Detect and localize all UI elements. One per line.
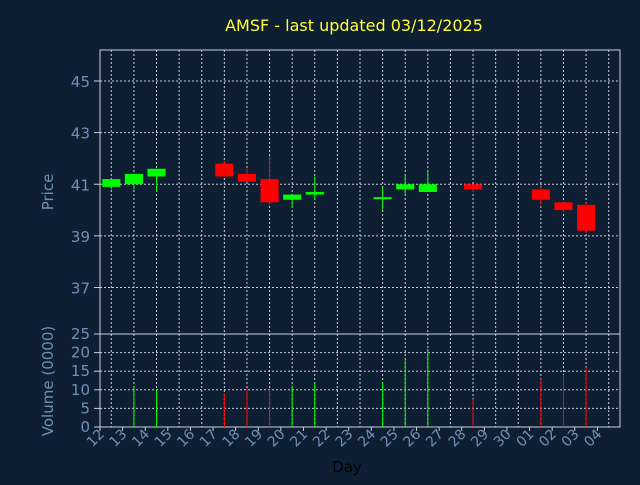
day-tick-label: 23 (333, 427, 357, 451)
candle-body (396, 184, 415, 190)
day-tick-label: 14 (129, 426, 153, 450)
day-tick-label: 24 (355, 426, 379, 450)
price-tick-label: 39 (71, 228, 90, 246)
day-tick-label: 16 (174, 426, 198, 450)
day-tick-label: 18 (220, 427, 244, 451)
day-tick-label: 20 (265, 427, 289, 451)
chart-title: AMSF - last updated 03/12/2025 (225, 16, 483, 35)
candle-body (237, 173, 256, 182)
price-tick-label: 45 (71, 73, 90, 91)
day-tick-label: 30 (491, 427, 515, 451)
price-axis-label: Price (39, 174, 57, 211)
candle-body (102, 179, 121, 187)
price-tick-label: 37 (71, 280, 90, 298)
day-tick-label: 22 (310, 427, 334, 451)
candle-body (464, 184, 483, 190)
volume-axis-label: Volume (0000) (39, 326, 57, 436)
price-tick-label: 41 (71, 176, 90, 194)
candle-body (373, 197, 392, 200)
price-tick-label: 43 (71, 125, 90, 143)
volume-tick-label: 15 (71, 362, 90, 380)
volume-tick-label: 5 (80, 399, 90, 417)
candle-body (577, 204, 596, 231)
candle-body (260, 179, 279, 203)
candle-body (554, 202, 573, 211)
candle-body (531, 189, 550, 200)
day-tick-label: 04 (581, 426, 605, 450)
day-tick-label: 15 (152, 427, 176, 451)
volume-panel-frame (99, 333, 621, 428)
day-tick-label: 21 (287, 427, 311, 451)
day-tick-label: 26 (400, 426, 424, 450)
day-tick-label: 01 (513, 427, 537, 451)
day-tick-label: 02 (536, 427, 560, 451)
candle-body (283, 194, 302, 200)
volume-tick-label: 25 (71, 325, 90, 343)
day-tick-labels: 1213141516171819202122232425262728293001… (84, 426, 605, 450)
candle-body (305, 192, 324, 195)
volume-tick-label: 0 (80, 418, 90, 436)
day-tick-label: 03 (559, 427, 583, 451)
candle-body (418, 184, 437, 192)
volume-tick-label: 10 (71, 381, 90, 399)
volume-tick-label: 20 (71, 344, 90, 362)
day-tick-label: 19 (242, 427, 266, 451)
day-tick-label: 28 (446, 427, 470, 451)
day-tick-label: 13 (107, 427, 131, 451)
day-tick-label: 29 (468, 427, 492, 451)
price-panel: 37 39 41 43 45 (71, 49, 621, 335)
day-tick-label: 27 (423, 427, 447, 451)
candle-body (147, 168, 166, 177)
candle-body (124, 173, 143, 185)
candle-body (215, 163, 234, 177)
day-axis-label: Day (332, 458, 362, 476)
day-tick-label: 25 (378, 427, 402, 451)
day-tick-label: 17 (197, 427, 221, 451)
